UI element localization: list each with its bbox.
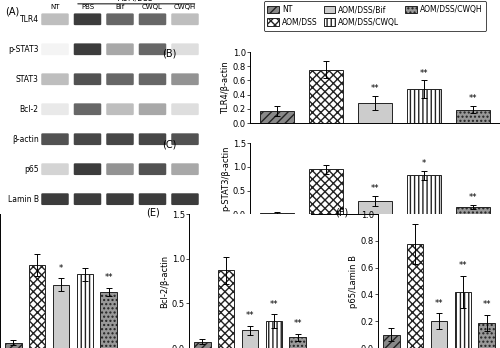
Bar <box>260 111 294 123</box>
FancyBboxPatch shape <box>41 133 69 145</box>
Bar <box>456 207 490 214</box>
Bar <box>309 169 343 214</box>
Text: (B): (B) <box>162 49 177 58</box>
FancyBboxPatch shape <box>139 133 166 145</box>
Bar <box>456 110 490 123</box>
Text: (E): (E) <box>146 207 160 218</box>
Legend: NT, AOM/DSS, AOM/DSS/Bif, AOM/DSS/CWQL, AOM/DSS/CWQH: NT, AOM/DSS, AOM/DSS/Bif, AOM/DSS/CWQL, … <box>264 1 486 31</box>
FancyBboxPatch shape <box>106 193 134 205</box>
Text: **: ** <box>104 273 113 282</box>
FancyBboxPatch shape <box>139 13 166 25</box>
Text: p-STAT3: p-STAT3 <box>8 45 39 54</box>
Bar <box>454 292 471 348</box>
Bar <box>242 330 258 348</box>
Bar <box>5 343 21 348</box>
Text: Lamin B: Lamin B <box>8 195 39 204</box>
FancyBboxPatch shape <box>41 193 69 205</box>
Bar <box>406 244 424 348</box>
Text: *: * <box>422 159 426 168</box>
FancyBboxPatch shape <box>41 73 69 85</box>
Bar <box>290 337 306 348</box>
Y-axis label: p-STAT3/β-actin: p-STAT3/β-actin <box>221 146 230 212</box>
FancyBboxPatch shape <box>171 163 199 175</box>
FancyBboxPatch shape <box>74 44 102 55</box>
FancyBboxPatch shape <box>139 163 166 175</box>
FancyBboxPatch shape <box>171 44 199 55</box>
FancyBboxPatch shape <box>106 103 134 115</box>
FancyBboxPatch shape <box>106 163 134 175</box>
Text: (C): (C) <box>162 140 177 150</box>
Text: STAT3: STAT3 <box>16 75 39 84</box>
Text: **: ** <box>371 84 380 93</box>
Bar <box>407 89 441 123</box>
FancyBboxPatch shape <box>106 73 134 85</box>
Text: **: ** <box>294 319 302 329</box>
Text: **: ** <box>458 261 467 270</box>
Bar <box>309 70 343 123</box>
FancyBboxPatch shape <box>171 103 199 115</box>
FancyBboxPatch shape <box>74 13 102 25</box>
FancyBboxPatch shape <box>171 73 199 85</box>
Y-axis label: TLR4/β-actin: TLR4/β-actin <box>221 61 230 114</box>
Bar <box>478 323 495 348</box>
Text: **: ** <box>371 184 380 193</box>
Text: **: ** <box>270 300 278 309</box>
Bar <box>28 265 46 348</box>
FancyBboxPatch shape <box>74 163 102 175</box>
FancyBboxPatch shape <box>41 103 69 115</box>
FancyBboxPatch shape <box>171 193 199 205</box>
Text: TLR4: TLR4 <box>20 15 39 24</box>
Bar <box>194 342 210 348</box>
Text: **: ** <box>482 300 491 309</box>
FancyBboxPatch shape <box>171 13 199 25</box>
FancyBboxPatch shape <box>171 133 199 145</box>
FancyBboxPatch shape <box>106 44 134 55</box>
Text: NT: NT <box>50 3 60 10</box>
Bar <box>358 103 392 123</box>
Y-axis label: p65/Lamin B: p65/Lamin B <box>349 255 358 308</box>
Bar <box>430 321 448 348</box>
FancyBboxPatch shape <box>74 103 102 115</box>
Bar <box>76 274 94 348</box>
Text: CWQL: CWQL <box>142 3 163 10</box>
Text: (A): (A) <box>5 6 19 16</box>
FancyBboxPatch shape <box>74 73 102 85</box>
Y-axis label: Bcl-2/β-actin: Bcl-2/β-actin <box>160 254 169 308</box>
FancyBboxPatch shape <box>41 163 69 175</box>
Text: **: ** <box>469 94 478 103</box>
Text: (F): (F) <box>336 207 348 218</box>
FancyBboxPatch shape <box>139 73 166 85</box>
Text: CWQH: CWQH <box>174 3 196 10</box>
Text: *: * <box>59 264 63 273</box>
Text: PBS: PBS <box>81 3 94 10</box>
Bar <box>383 335 400 348</box>
Bar <box>100 292 117 348</box>
Text: **: ** <box>420 69 428 78</box>
Text: β-actin: β-actin <box>12 135 39 144</box>
FancyBboxPatch shape <box>106 13 134 25</box>
Bar <box>260 213 294 214</box>
FancyBboxPatch shape <box>139 103 166 115</box>
FancyBboxPatch shape <box>41 44 69 55</box>
Text: **: ** <box>435 299 444 308</box>
Text: **: ** <box>246 311 254 321</box>
Text: AOM/DSS: AOM/DSS <box>118 0 154 3</box>
FancyBboxPatch shape <box>139 193 166 205</box>
FancyBboxPatch shape <box>41 13 69 25</box>
Bar <box>52 285 70 348</box>
FancyBboxPatch shape <box>139 44 166 55</box>
Text: Bcl-2: Bcl-2 <box>20 105 39 114</box>
Text: p65: p65 <box>24 165 39 174</box>
FancyBboxPatch shape <box>74 133 102 145</box>
Bar <box>218 270 234 348</box>
Bar <box>407 175 441 214</box>
Text: **: ** <box>469 193 478 202</box>
Bar <box>358 201 392 214</box>
Bar <box>266 321 282 348</box>
Text: Bif: Bif <box>116 3 124 10</box>
FancyBboxPatch shape <box>106 133 134 145</box>
FancyBboxPatch shape <box>74 193 102 205</box>
